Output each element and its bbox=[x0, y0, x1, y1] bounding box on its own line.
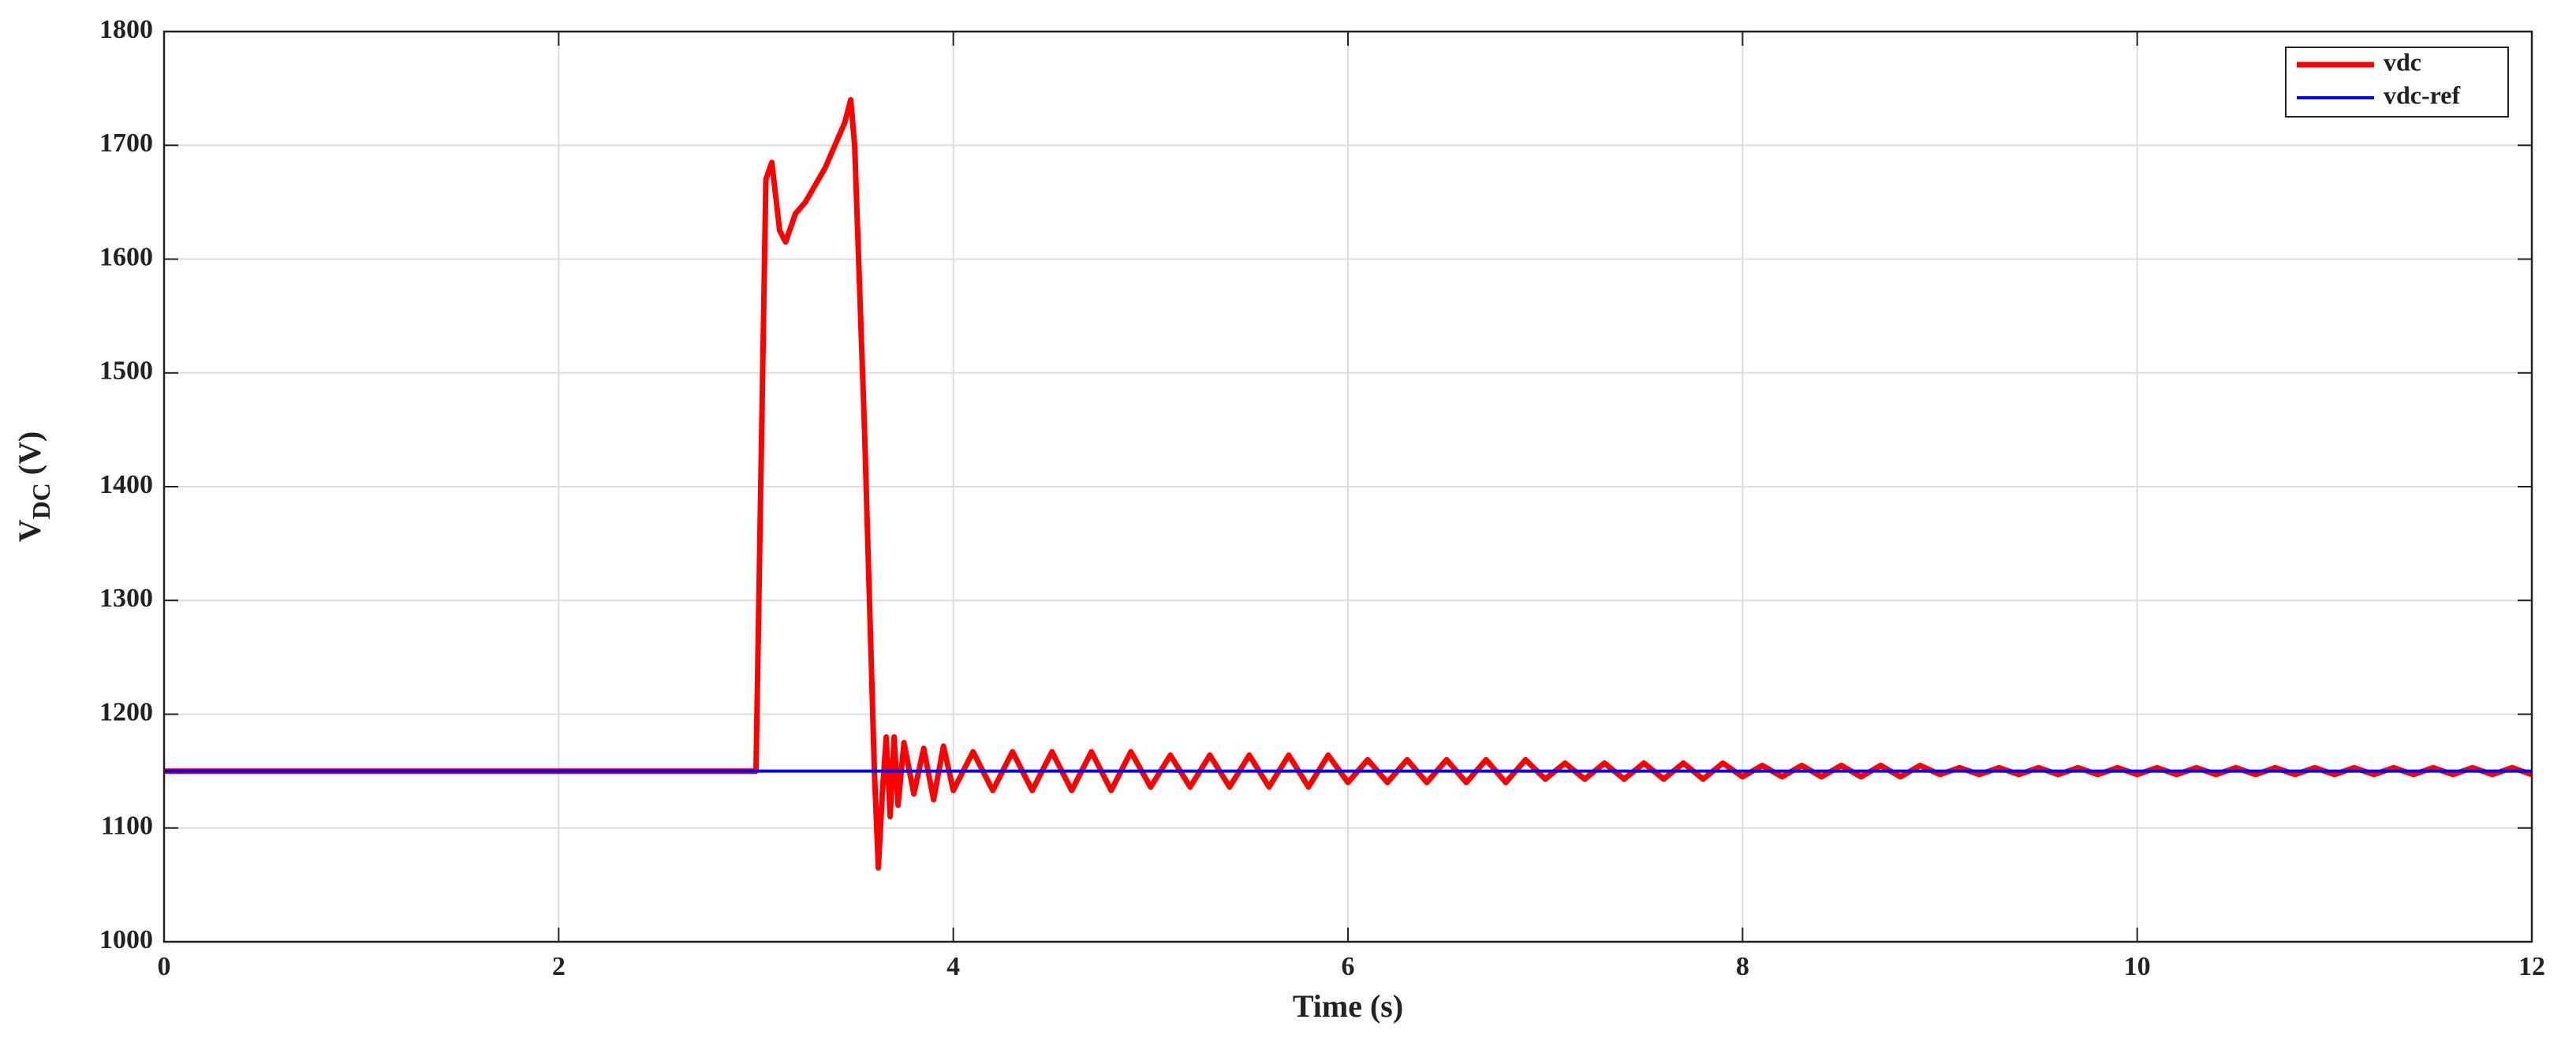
legend-label: vdc-ref bbox=[2384, 80, 2460, 109]
x-tick-label: 12 bbox=[2518, 952, 2545, 981]
legend-box bbox=[2285, 47, 2509, 118]
x-tick-label: 8 bbox=[1736, 952, 1749, 981]
y-tick-label: 1600 bbox=[99, 242, 153, 271]
y-tick-label: 1300 bbox=[99, 584, 153, 613]
x-tick-label: 4 bbox=[946, 952, 960, 981]
series-line bbox=[164, 97, 2533, 871]
y-tick-label: 1700 bbox=[99, 129, 153, 158]
y-axis-label: VDC (V) bbox=[12, 431, 55, 543]
y-tick-label: 1000 bbox=[99, 925, 153, 954]
legend-label: vdc bbox=[2384, 47, 2421, 76]
x-tick-label: 0 bbox=[158, 952, 171, 981]
y-tick-label: 1100 bbox=[101, 812, 153, 841]
legend: vdc vdc-ref bbox=[2285, 47, 2509, 118]
y-label-unit: (V) bbox=[12, 431, 47, 476]
y-tick-label: 1400 bbox=[99, 470, 153, 499]
x-tick-label: 6 bbox=[1342, 952, 1355, 981]
y-tick-label: 1500 bbox=[99, 357, 153, 386]
x-tick-label: 2 bbox=[552, 952, 566, 981]
x-tick-label: 10 bbox=[2124, 952, 2151, 981]
y-label-subscript: DC bbox=[27, 483, 55, 519]
x-axis-label: Time (s) bbox=[1293, 988, 1403, 1024]
plot-frame bbox=[162, 30, 2533, 943]
y-tick-label: 1200 bbox=[99, 697, 153, 726]
y-label-main: V bbox=[12, 519, 47, 542]
y-tick-label: 1800 bbox=[99, 15, 153, 44]
